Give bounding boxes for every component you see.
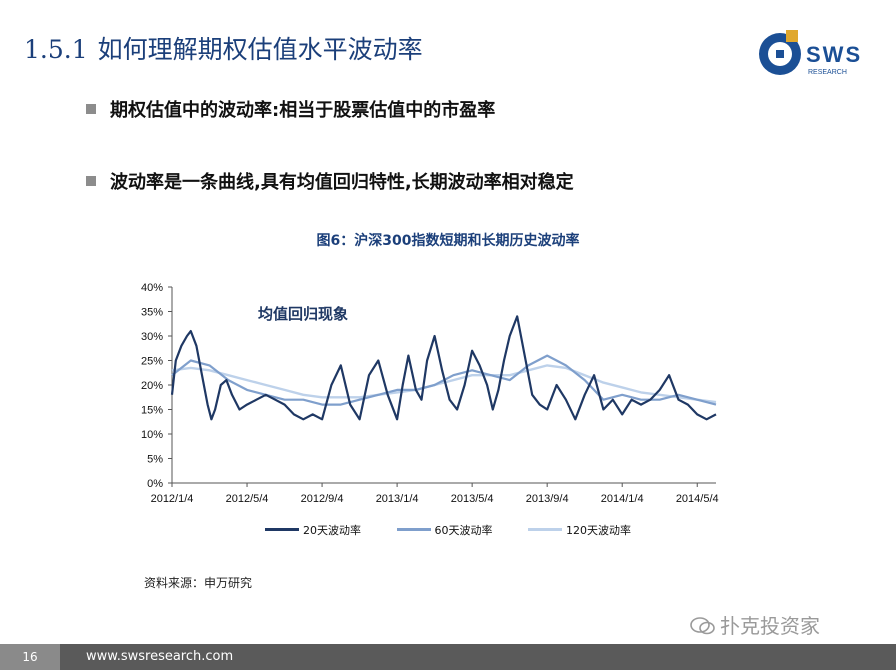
x-tick-label: 2013/9/4 bbox=[526, 493, 569, 505]
y-tick-label: 10% bbox=[141, 429, 163, 441]
watermark-text: 扑克投资家 bbox=[720, 614, 820, 638]
x-tick-label: 2014/5/4 bbox=[676, 493, 719, 505]
legend-swatch bbox=[528, 528, 562, 531]
y-tick-label: 35% bbox=[141, 307, 163, 319]
bullet-text: 波动率是一条曲线,具有均值回归特性,长期波动率相对稳定 bbox=[110, 172, 574, 193]
page-number: 16 bbox=[0, 644, 60, 670]
watermark: 扑克投资家 bbox=[690, 610, 820, 639]
x-tick-label: 2013/5/4 bbox=[451, 493, 494, 505]
x-tick-label: 2012/1/4 bbox=[151, 493, 194, 505]
y-tick-label: 0% bbox=[147, 478, 163, 490]
legend-item-120d: 120天波动率 bbox=[528, 522, 631, 538]
x-tick-label: 2014/1/4 bbox=[601, 493, 644, 505]
chart-annotation: 均值回归现象 bbox=[258, 305, 348, 323]
wechat-icon bbox=[690, 617, 715, 635]
y-tick-label: 25% bbox=[141, 356, 163, 368]
title-text: 如何理解期权估值水平波动率 bbox=[97, 35, 423, 64]
footer-bar: 16 www.swsresearch.com bbox=[0, 644, 896, 670]
chart-series bbox=[170, 315, 717, 421]
y-tick-label: 15% bbox=[141, 405, 163, 417]
source-note: 资料来源：申万研究 bbox=[144, 576, 253, 590]
sws-logo-icon bbox=[759, 30, 801, 75]
legend-item-20d: 20天波动率 bbox=[265, 522, 361, 538]
title-number: 1.5.1 bbox=[24, 35, 88, 64]
y-tick-label: 5% bbox=[147, 454, 163, 466]
legend-swatch bbox=[265, 528, 299, 531]
legend-label: 60天波动率 bbox=[434, 524, 493, 537]
chart-legend: 20天波动率 60天波动率 120天波动率 bbox=[0, 522, 896, 538]
legend-swatch bbox=[396, 528, 431, 531]
bullet-item: 期权估值中的波动率:相当于股票估值中的市盈率 bbox=[86, 96, 495, 122]
chart-title: 图6：沪深300指数短期和长期历史波动率 bbox=[316, 233, 580, 249]
y-tick-label: 20% bbox=[141, 380, 163, 392]
legend-label: 120天波动率 bbox=[566, 524, 631, 537]
y-tick-label: 30% bbox=[141, 331, 163, 343]
series-120d-line bbox=[171, 364, 717, 404]
bullet-item: 波动率是一条曲线,具有均值回归特性,长期波动率相对稳定 bbox=[86, 168, 574, 194]
bullet-text: 期权估值中的波动率:相当于股票估值中的市盈率 bbox=[110, 100, 496, 121]
series-20d-line bbox=[170, 315, 717, 421]
legend-label: 20天波动率 bbox=[303, 524, 361, 537]
bullet-square-icon bbox=[86, 104, 96, 114]
footer-url[interactable]: www.swsresearch.com bbox=[86, 649, 234, 664]
sws-logo: SWS RESEARCH bbox=[759, 30, 862, 76]
y-tick-label: 40% bbox=[141, 282, 163, 294]
bullet-square-icon bbox=[86, 176, 96, 186]
logo-subtext: RESEARCH bbox=[808, 69, 847, 76]
logo-text: SWS bbox=[806, 42, 862, 67]
legend-item-60d: 60天波动率 bbox=[396, 522, 493, 538]
x-tick-label: 2012/5/4 bbox=[226, 493, 269, 505]
x-tick-label: 2012/9/4 bbox=[301, 493, 344, 505]
x-tick-label: 2013/1/4 bbox=[376, 493, 419, 505]
chart-axes: 0% 5% 10% 15% 20% 25% 30% 35% 40% 2012/1/4 2012/5/… bbox=[141, 282, 719, 505]
slide-title: 1.5.1 如何理解期权估值水平波动率 bbox=[24, 30, 423, 66]
